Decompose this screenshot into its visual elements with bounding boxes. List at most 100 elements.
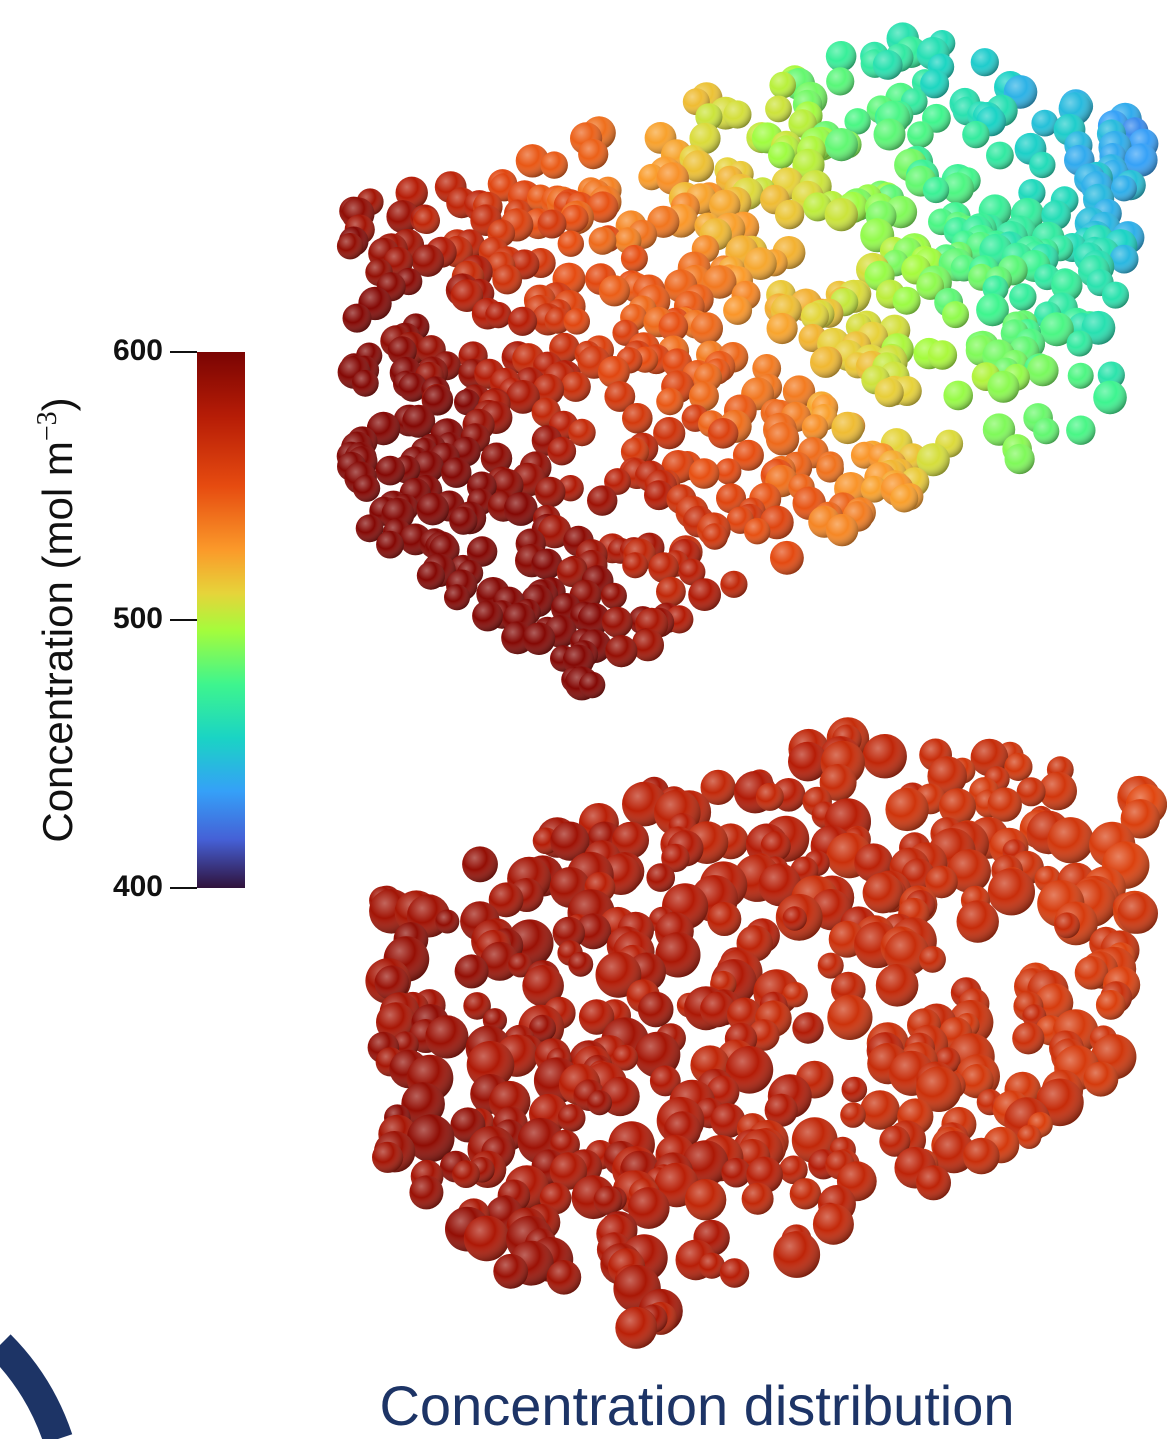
particle-shade [343, 304, 372, 333]
particle-shade [916, 1165, 951, 1200]
particle-shade [452, 1160, 480, 1188]
particle-shade [417, 562, 445, 590]
particle-shade [558, 1104, 586, 1132]
particle-shade [744, 518, 770, 544]
particle-shade [485, 302, 511, 328]
particle-shade [691, 312, 723, 344]
caption: Concentration distribution [379, 1374, 1014, 1437]
particle-shade [707, 902, 741, 936]
particle-shade [622, 403, 653, 434]
particle-shade [827, 995, 872, 1040]
particle-shade [1005, 444, 1035, 474]
particle-shade [826, 514, 858, 546]
particle-shade [593, 1186, 622, 1215]
particle-shade [893, 287, 921, 315]
particle-shade [599, 275, 630, 306]
particle-shade [1017, 1125, 1041, 1149]
particle-shade [462, 846, 498, 882]
particle-shade [802, 414, 828, 440]
particle-shade [547, 1260, 582, 1295]
particle-shade [863, 734, 907, 778]
particle-shade [587, 1090, 612, 1115]
particle-shade [688, 578, 721, 611]
particle-shade [548, 437, 577, 466]
particle-shade [605, 635, 637, 667]
particle-shade [375, 456, 405, 486]
particle-shade [986, 142, 1014, 170]
particle-shade [825, 198, 858, 231]
particle-shade [963, 1138, 1000, 1175]
particle-shade [842, 1077, 868, 1103]
particle-shade [1029, 152, 1055, 178]
particle-shade [943, 381, 973, 411]
particle-shade [564, 308, 590, 334]
particle-shade [685, 1179, 726, 1220]
particle-shade [988, 868, 1035, 915]
particle-shade [504, 492, 538, 526]
particle-shade [376, 531, 404, 559]
particles [337, 22, 1167, 1348]
particle-shade [1066, 416, 1095, 445]
tick-label: 400 [113, 870, 163, 903]
particle-shade [928, 340, 957, 369]
particle-shade [873, 50, 903, 80]
particle-shade [783, 906, 807, 930]
particle-shade [449, 507, 477, 535]
particle-shade [1083, 1062, 1118, 1097]
particle-shade [602, 607, 633, 638]
particle-shade [1093, 381, 1127, 415]
particle-shade [455, 954, 489, 988]
particle-shade [1027, 355, 1059, 387]
particle-shade [587, 485, 617, 515]
particle-shade [723, 100, 751, 128]
particle-shade [689, 458, 720, 489]
particle-shade [987, 371, 1019, 403]
particle-shade [766, 422, 799, 455]
label-superscript: −3 [32, 411, 63, 441]
particle-shade [863, 873, 904, 914]
particle-shade [875, 378, 904, 407]
particle-shade [876, 964, 919, 1007]
particle-shade [770, 541, 804, 575]
particle-shade [621, 245, 648, 272]
particle-shade [1009, 283, 1036, 310]
particle-shade [1012, 1022, 1044, 1054]
particle-shade [792, 1012, 823, 1043]
particle-shade [1102, 282, 1129, 309]
particle-shade [756, 783, 784, 811]
particle-shade [416, 493, 449, 526]
particle-shade [720, 571, 747, 598]
particle-shade [352, 370, 379, 397]
particle-shade [790, 1178, 821, 1209]
particle-shade [615, 1307, 657, 1349]
figure: 600500400 Concentration (mol m−3) Concen… [0, 0, 1167, 1439]
particle-shade [568, 952, 593, 977]
particle-shade [441, 458, 471, 488]
particle-shade [523, 622, 556, 655]
particle-shade [1054, 912, 1080, 938]
particle-shade [409, 1175, 443, 1209]
particle-shade [885, 788, 928, 831]
particle-shade [508, 307, 537, 336]
particle-shade [874, 119, 906, 151]
particle-shade [942, 301, 969, 328]
colorbar [197, 352, 245, 888]
particle-shade [826, 67, 854, 95]
particle-shade [810, 347, 841, 378]
particle-shade [413, 207, 440, 234]
particle-shade [578, 139, 608, 169]
tick-label: 500 [113, 602, 163, 635]
particle-shade [988, 787, 1022, 821]
particle-shade [723, 296, 752, 325]
particle-shade [558, 231, 584, 257]
particle-shade [813, 1204, 854, 1245]
particle-shade [702, 523, 728, 549]
label-text: Concentration (mol m [34, 441, 81, 842]
particle-shade [464, 1216, 510, 1262]
particle-shade [1068, 363, 1094, 389]
particle-shade [971, 48, 999, 76]
particle-shade [890, 484, 918, 512]
particle-shade [372, 1142, 403, 1173]
particle-shade [720, 1258, 749, 1287]
tick-label: 600 [113, 334, 163, 367]
